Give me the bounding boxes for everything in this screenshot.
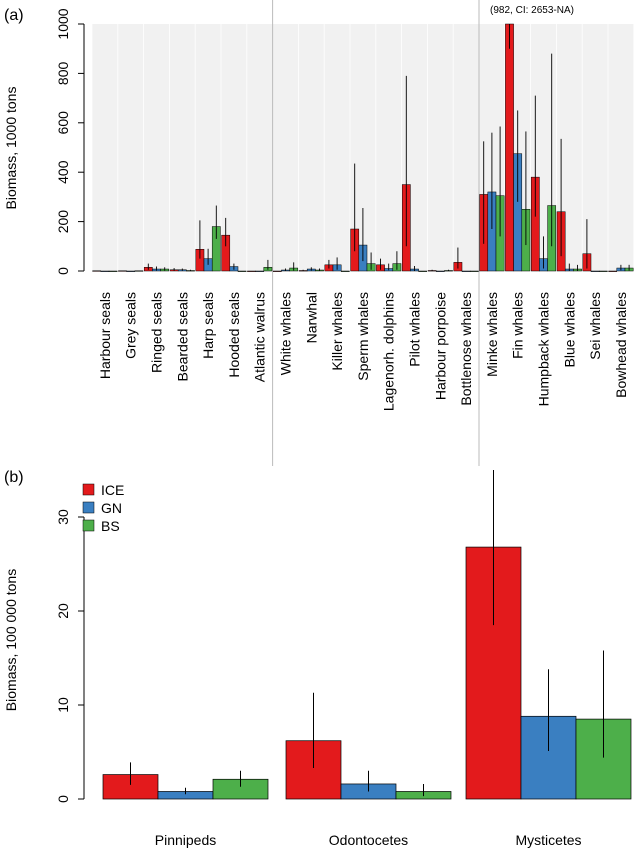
bar-a-bs-0 (108, 270, 118, 272)
band-3 (169, 24, 195, 271)
band-6 (247, 24, 273, 271)
panel-a: 0 200 400 600 800 1000 Harbour seals Grey seal… (3, 0, 634, 466)
y-tick-label-b-2: 20 (55, 603, 71, 619)
bar-a-gn-19 (590, 270, 600, 272)
legend-swatch-gn (82, 501, 95, 514)
panel-b-error-bars (130, 470, 604, 797)
bar-a-gn-6 (255, 270, 265, 272)
panel-a-error-bars (96, 24, 630, 271)
category-label-a-7: White whales (278, 292, 294, 375)
panel-a-label: (a) (4, 7, 24, 24)
category-label-b-2: Mysticetes (515, 832, 581, 848)
category-label-a-1: Grey seals (123, 292, 139, 359)
category-label-a-8: Narwhal (303, 292, 319, 343)
band-20 (608, 24, 634, 271)
legend-label-ice: ICE (101, 482, 124, 498)
category-label-a-18: Blue whales (561, 292, 577, 368)
category-label-b-1: Odontocetes (329, 832, 408, 848)
category-label-a-11: Lagenorh. dolphins (381, 292, 397, 411)
y-tick-label-a-4: 800 (55, 62, 71, 86)
panel-b: 0 10 20 30 Pinnipeds Odontocetes Mysticetes I… (3, 469, 632, 848)
category-label-a-13: Harbour porpoise (432, 292, 448, 400)
y-tick-label-a-3: 600 (55, 111, 71, 135)
bar-a-bs-5 (237, 270, 247, 272)
band-13 (427, 24, 453, 271)
band-14 (453, 24, 479, 271)
category-label-a-15: Minke whales (484, 292, 500, 377)
category-label-a-20: Bowhead whales (613, 292, 629, 398)
y-tick-label-a-2: 400 (55, 160, 71, 184)
bar-a-bs-14 (469, 270, 479, 272)
band-8 (298, 24, 324, 271)
panel-a-separators (272, 0, 480, 466)
category-label-b-0: Pinnipeds (155, 832, 217, 848)
bar-a-gn-0 (100, 270, 110, 272)
category-label-a-0: Harbour seals (97, 292, 113, 379)
category-label-a-10: Sperm whales (355, 292, 371, 381)
y-tick-label-b-3: 30 (55, 509, 71, 525)
bar-a-bs-19 (598, 270, 608, 272)
bar-a-bs-12 (418, 270, 428, 272)
panel-b-y-axis-title: Biomass, 100 000 tons (3, 569, 19, 711)
category-label-a-19: Sei whales (587, 292, 603, 360)
band-7 (273, 24, 298, 271)
category-label-a-2: Ringed seals (149, 292, 165, 373)
bar-a-gn-1 (126, 270, 136, 272)
band-19 (582, 24, 608, 271)
category-label-a-3: Bearded seals (174, 292, 190, 382)
band-5 (221, 24, 247, 271)
band-9 (324, 24, 350, 271)
bar-a-ice-6 (247, 270, 256, 272)
panel-b-y-axis: 0 10 20 30 (55, 509, 85, 803)
band-0 (92, 24, 118, 271)
y-tick-label-b-0: 0 (55, 795, 71, 803)
bar-a-ice-20 (608, 270, 618, 272)
band-2 (144, 24, 169, 271)
legend-swatch-bs (82, 519, 95, 532)
category-label-a-14: Bottlenose whales (458, 292, 474, 406)
y-tick-label-a-5: 1000 (55, 8, 71, 39)
category-label-a-4: Harp seals (200, 292, 216, 359)
bar-a-ice-7 (272, 270, 282, 272)
legend-label-gn: GN (101, 500, 122, 516)
y-tick-label-b-1: 10 (55, 697, 71, 713)
panel-a-y-axis: 0 200 400 600 800 1000 (55, 8, 85, 275)
category-label-a-6: Atlantic walrus (252, 292, 268, 382)
category-label-a-17: Humpback whales (536, 292, 552, 406)
band-11 (376, 24, 402, 271)
panel-b-bars (102, 546, 632, 800)
panel-a-y-axis-title: Biomass, 1000 tons (3, 87, 19, 210)
y-tick-label-a-1: 200 (55, 210, 71, 234)
bar-a-ice-16 (505, 23, 514, 272)
category-label-a-12: Pilot whales (407, 292, 423, 367)
y-tick-label-a-0: 0 (55, 267, 71, 275)
bar-a-bs-9 (340, 270, 350, 272)
panel-a-category-labels: Harbour seals Grey seals Ringed seals Beard… (97, 292, 629, 411)
bar-a-gn-13 (435, 270, 445, 272)
legend-label-bs: BS (101, 518, 120, 534)
legend-swatch-ice (82, 483, 95, 496)
legend: ICE GN BS (82, 482, 124, 534)
panel-a-annotation: (982, CI: 2653-NA) (490, 5, 574, 16)
band-1 (118, 24, 144, 271)
panel-b-label: (b) (4, 469, 24, 486)
panel-b-category-labels: Pinnipeds Odontocetes Mysticetes (155, 832, 582, 848)
category-label-a-5: Hooded seals (226, 292, 242, 378)
bar-a-gn-14 (461, 270, 471, 272)
category-label-a-16: Fin whales (510, 292, 526, 359)
category-label-a-9: Killer whales (329, 292, 345, 371)
